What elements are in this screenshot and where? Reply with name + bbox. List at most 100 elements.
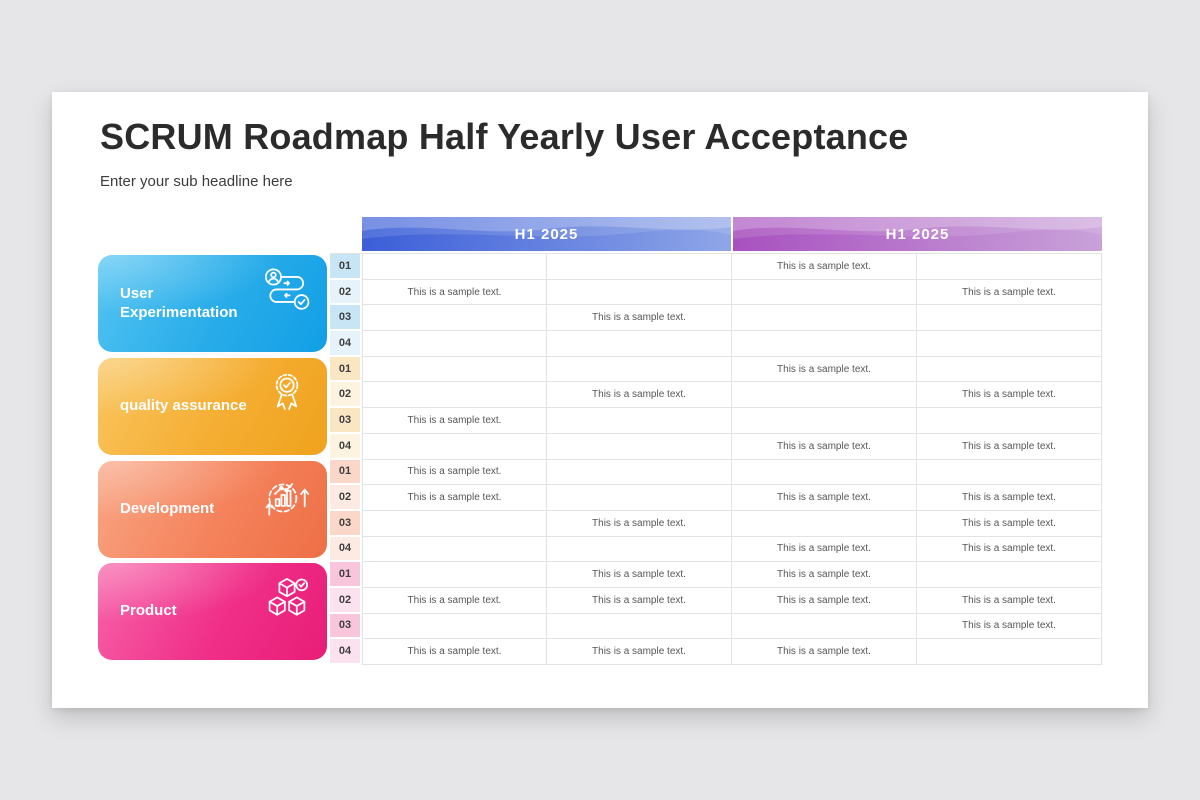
roadmap-cell — [362, 254, 547, 280]
roadmap-cell: This is a sample text. — [732, 639, 917, 665]
roadmap-cell: This is a sample text. — [547, 587, 732, 614]
roadmap-cell: This is a sample text. — [362, 408, 547, 434]
roadmap-cell: This is a sample text. — [547, 305, 732, 332]
roadmap-cell — [547, 459, 732, 486]
roadmap-cell: This is a sample text. — [362, 459, 547, 486]
roadmap-cell — [362, 382, 547, 409]
roadmap-cell — [917, 408, 1102, 434]
roadmap-cell: This is a sample text. — [917, 485, 1102, 511]
row-number: 03 — [330, 305, 362, 332]
wave-decoration — [362, 217, 731, 239]
roadmap-cell — [362, 433, 547, 460]
group-card-quality-assurance: quality assurance — [98, 358, 327, 455]
group-label: User Experimentation — [120, 284, 238, 321]
roadmap-cell — [547, 433, 732, 460]
roadmap-cell — [547, 331, 732, 357]
roadmap-cell: This is a sample text. — [362, 279, 547, 306]
row-number: 02 — [330, 587, 362, 614]
roadmap-cell — [362, 510, 547, 537]
roadmap-cell — [547, 254, 732, 280]
row-number: 03 — [330, 510, 362, 537]
period-header-h1-left: H1 2025 — [362, 217, 731, 251]
roadmap-cell: This is a sample text. — [732, 536, 917, 563]
roadmap-cell: This is a sample text. — [547, 510, 732, 537]
slide-card: SCRUM Roadmap Half Yearly User Acceptanc… — [52, 92, 1148, 708]
roadmap-cell: This is a sample text. — [732, 433, 917, 460]
roadmap-cell: This is a sample text. — [732, 587, 917, 614]
row-number: 01 — [330, 459, 362, 486]
row-number: 03 — [330, 408, 362, 434]
roadmap-cell: This is a sample text. — [732, 356, 917, 383]
roadmap-cell — [917, 331, 1102, 357]
roadmap-cell — [732, 459, 917, 486]
roadmap-cell: This is a sample text. — [917, 536, 1102, 563]
process-flow-icon — [262, 266, 312, 316]
row-number: 03 — [330, 613, 362, 640]
roadmap-cell: This is a sample text. — [732, 485, 917, 511]
period-header-label: H1 2025 — [514, 225, 579, 243]
row-number: 02 — [330, 279, 362, 306]
roadmap-cell — [917, 562, 1102, 588]
roadmap-cell — [547, 356, 732, 383]
roadmap-cell: This is a sample text. — [362, 587, 547, 614]
roadmap-cell: This is a sample text. — [547, 562, 732, 588]
wave-decoration — [733, 217, 1102, 239]
roadmap-cell: This is a sample text. — [917, 587, 1102, 614]
group-label: Development — [120, 500, 215, 518]
roadmap-cell — [362, 536, 547, 563]
roadmap-cell — [362, 305, 547, 332]
group-card-development: Development — [98, 461, 327, 558]
roadmap-cell — [732, 408, 917, 434]
roadmap-cell — [917, 254, 1102, 280]
roadmap-grid: 01 This is a sample text. 02 This is a samp… — [330, 253, 1102, 665]
roadmap-cell — [732, 305, 917, 332]
roadmap-cell — [732, 382, 917, 409]
row-number: 02 — [330, 485, 362, 511]
cubes-icon — [262, 574, 312, 624]
roadmap-cell: This is a sample text. — [362, 485, 547, 511]
group-card-product: Product — [98, 563, 327, 660]
roadmap-cell: This is a sample text. — [917, 382, 1102, 409]
roadmap-cell — [547, 279, 732, 306]
row-number: 04 — [330, 433, 362, 460]
row-number: 04 — [330, 536, 362, 563]
roadmap-cell — [362, 562, 547, 588]
page-subtitle: Enter your sub headline here — [100, 173, 293, 190]
award-icon — [262, 369, 312, 419]
page-title: SCRUM Roadmap Half Yearly User Acceptanc… — [100, 116, 909, 157]
roadmap-cell — [547, 613, 732, 640]
roadmap-cell: This is a sample text. — [732, 562, 917, 588]
row-number: 01 — [330, 562, 362, 588]
roadmap-cell: This is a sample text. — [917, 279, 1102, 306]
roadmap-cell — [547, 485, 732, 511]
group-label: Product — [120, 602, 177, 620]
roadmap-cell — [917, 459, 1102, 486]
growth-gear-icon — [262, 472, 312, 522]
roadmap-cell — [362, 356, 547, 383]
row-number: 01 — [330, 356, 362, 383]
row-number: 04 — [330, 639, 362, 665]
roadmap-cell — [732, 510, 917, 537]
roadmap-cell: This is a sample text. — [547, 382, 732, 409]
roadmap-cell — [362, 613, 547, 640]
roadmap-cell: This is a sample text. — [362, 639, 547, 665]
roadmap-cell — [917, 305, 1102, 332]
roadmap-cell: This is a sample text. — [547, 639, 732, 665]
group-card-user-experimentation: User Experimentation — [98, 255, 327, 352]
roadmap-cell: This is a sample text. — [732, 254, 917, 280]
row-number: 01 — [330, 254, 362, 280]
roadmap-cell — [547, 536, 732, 563]
roadmap-cell — [732, 331, 917, 357]
roadmap-cell — [732, 279, 917, 306]
group-label: quality assurance — [120, 397, 247, 415]
roadmap-cell — [362, 331, 547, 357]
row-number: 02 — [330, 382, 362, 409]
period-header-label: H1 2025 — [885, 225, 950, 243]
roadmap-cell: This is a sample text. — [917, 433, 1102, 460]
roadmap-cell — [917, 639, 1102, 665]
roadmap-cell — [547, 408, 732, 434]
row-number: 04 — [330, 331, 362, 357]
period-header-h1-right: H1 2025 — [733, 217, 1102, 251]
roadmap-cell — [732, 613, 917, 640]
